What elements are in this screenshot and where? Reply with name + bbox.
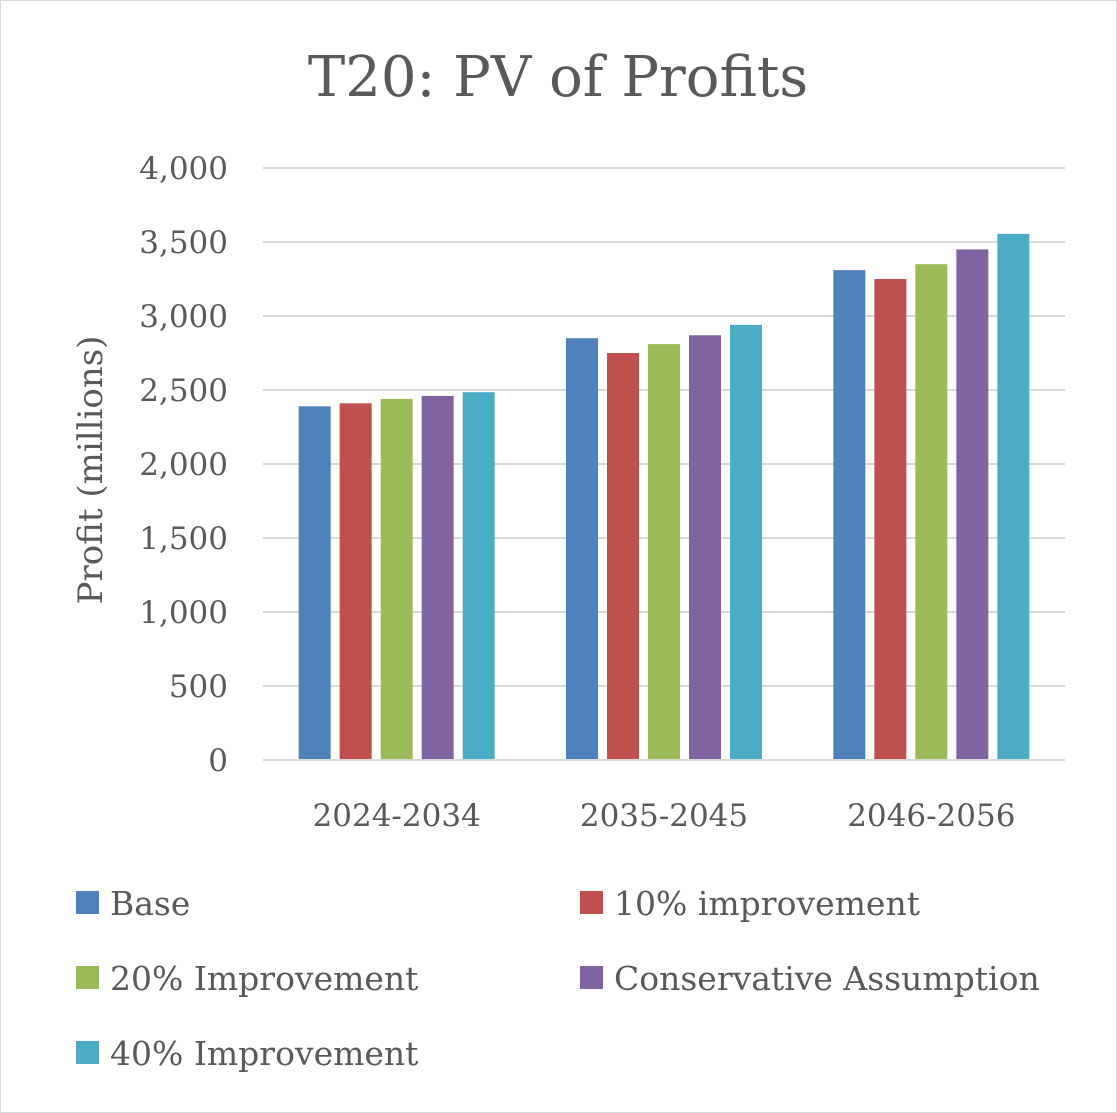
legend-swatch: [580, 966, 603, 989]
y-tick-label: 1,000: [139, 595, 228, 631]
x-tick-label: 2035-2045: [580, 798, 748, 834]
bar-base-1: [566, 338, 598, 760]
legend-swatch: [580, 891, 603, 914]
legend-swatch: [76, 1041, 99, 1064]
y-tick-label: 3,500: [139, 225, 228, 261]
x-tick-label: 2024-2034: [313, 798, 481, 834]
bar-10-improvement-1: [607, 353, 639, 760]
x-axis-ticks: 2024-2034 2035-2045 2046-2056: [313, 798, 1016, 834]
bar-conservative-assumption-0: [421, 395, 454, 760]
bar-conservative-assumption-2: [956, 249, 989, 760]
legend-label: 40% Improvement: [110, 1034, 418, 1073]
legend-label: 10% improvement: [614, 884, 920, 923]
y-axis-label: Profit (millions): [71, 336, 111, 605]
legend-swatch: [76, 966, 99, 989]
bar-10-improvement-0: [339, 403, 372, 760]
legend-item-conservative-assumption: Conservative Assumption: [580, 959, 1040, 998]
y-tick-label: 2,500: [139, 373, 228, 409]
y-tick-label: 0: [208, 743, 228, 779]
y-tick-label: 1,500: [139, 521, 228, 557]
bar-40-improvement-1: [730, 324, 762, 760]
bar-10-improvement-2: [874, 279, 907, 760]
legend-swatch: [76, 891, 99, 914]
legend-item-base: Base: [76, 884, 190, 923]
y-tick-label: 2,000: [139, 447, 228, 483]
bar-20-improvement-2: [915, 264, 948, 760]
chart-title: T20: PV of Profits: [308, 45, 808, 110]
bar-conservative-assumption-1: [689, 335, 721, 760]
legend-item-20-improvement: 20% Improvement: [76, 959, 418, 998]
legend-item-10-improvement: 10% improvement: [580, 884, 920, 923]
bar-40-improvement-2: [997, 233, 1030, 761]
legend-item-40-improvement: 40% Improvement: [76, 1034, 418, 1073]
legend-label: Base: [110, 884, 190, 923]
bar-20-improvement-1: [648, 344, 680, 760]
bar-base-2: [833, 270, 866, 760]
bar-base-0: [298, 406, 331, 760]
y-axis-ticks: 0 500 1,000 1,500 2,000 2,500 3,000 3,500 4,000: [139, 151, 228, 779]
y-tick-label: 4,000: [139, 151, 228, 187]
legend-label: Conservative Assumption: [614, 959, 1040, 998]
legend-label: 20% Improvement: [110, 959, 418, 998]
y-tick-label: 3,000: [139, 299, 228, 335]
bars: [263, 233, 1065, 761]
y-tick-label: 500: [169, 669, 228, 705]
bar-20-improvement-0: [380, 398, 413, 760]
x-tick-label: 2046-2056: [847, 798, 1015, 834]
bar-40-improvement-0: [462, 392, 495, 760]
legend: Base 10% improvement 20% Improvement Conser…: [76, 884, 1040, 1073]
